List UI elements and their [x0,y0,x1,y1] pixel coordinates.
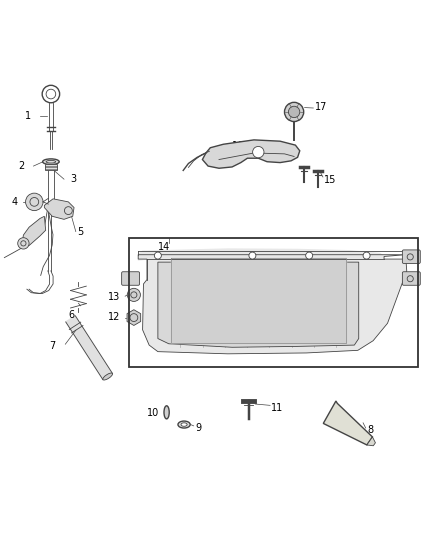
Text: 16: 16 [232,141,244,151]
Text: 1: 1 [25,111,31,121]
Text: 2: 2 [18,161,25,171]
Circle shape [249,252,256,259]
Text: 3: 3 [71,174,77,184]
Polygon shape [138,249,384,261]
Text: 11: 11 [272,403,284,414]
Text: 10: 10 [147,408,159,418]
Polygon shape [127,310,141,326]
Polygon shape [367,437,375,446]
Text: 6: 6 [68,310,74,320]
Text: 8: 8 [367,425,374,435]
Text: 7: 7 [49,341,55,351]
Circle shape [25,193,43,211]
Circle shape [253,147,264,158]
Circle shape [154,252,161,259]
Text: 15: 15 [324,175,336,185]
Polygon shape [202,140,300,168]
Text: 5: 5 [77,227,83,237]
Ellipse shape [42,159,59,165]
Circle shape [285,102,304,122]
Circle shape [363,252,370,259]
Polygon shape [171,258,346,343]
Ellipse shape [178,421,190,428]
Circle shape [306,252,313,259]
Bar [45,164,57,171]
Polygon shape [21,216,46,247]
Polygon shape [44,199,74,220]
Polygon shape [66,316,113,379]
Text: 4: 4 [12,197,18,207]
Text: 12: 12 [108,312,120,322]
Text: 17: 17 [315,102,328,112]
Text: 14: 14 [158,242,170,252]
Text: 13: 13 [108,292,120,302]
Circle shape [288,106,300,118]
Ellipse shape [103,373,113,380]
FancyBboxPatch shape [122,272,140,285]
Polygon shape [138,255,407,354]
Circle shape [127,288,141,302]
Ellipse shape [181,423,187,426]
Text: 9: 9 [195,423,201,433]
FancyBboxPatch shape [403,272,420,285]
Circle shape [18,238,29,249]
Polygon shape [323,401,372,445]
Polygon shape [158,262,359,348]
FancyBboxPatch shape [403,250,420,263]
Ellipse shape [164,406,169,419]
